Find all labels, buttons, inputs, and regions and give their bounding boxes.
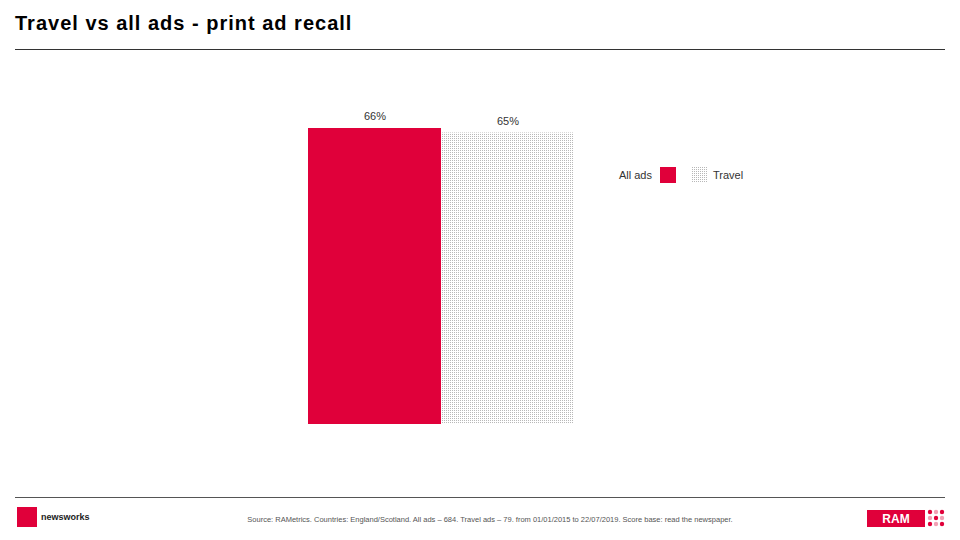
- svg-text:RAM: RAM: [882, 512, 909, 526]
- html-text:newsworks: newsworks: [41, 512, 90, 522]
- html-text:Travel vs all ads - print ad r: Travel vs all ads - print ad recall: [15, 12, 353, 34]
- svg-text:65%: 65%: [497, 115, 519, 127]
- html-text:All ads: All ads: [619, 169, 652, 181]
- svg-text:66%: 66%: [364, 110, 386, 122]
- html-text:Travel: Travel: [713, 169, 744, 181]
- html-text:Source: RAMetrics. Countries:: Source: RAMetrics. Countries: England/Sc…: [247, 515, 733, 524]
